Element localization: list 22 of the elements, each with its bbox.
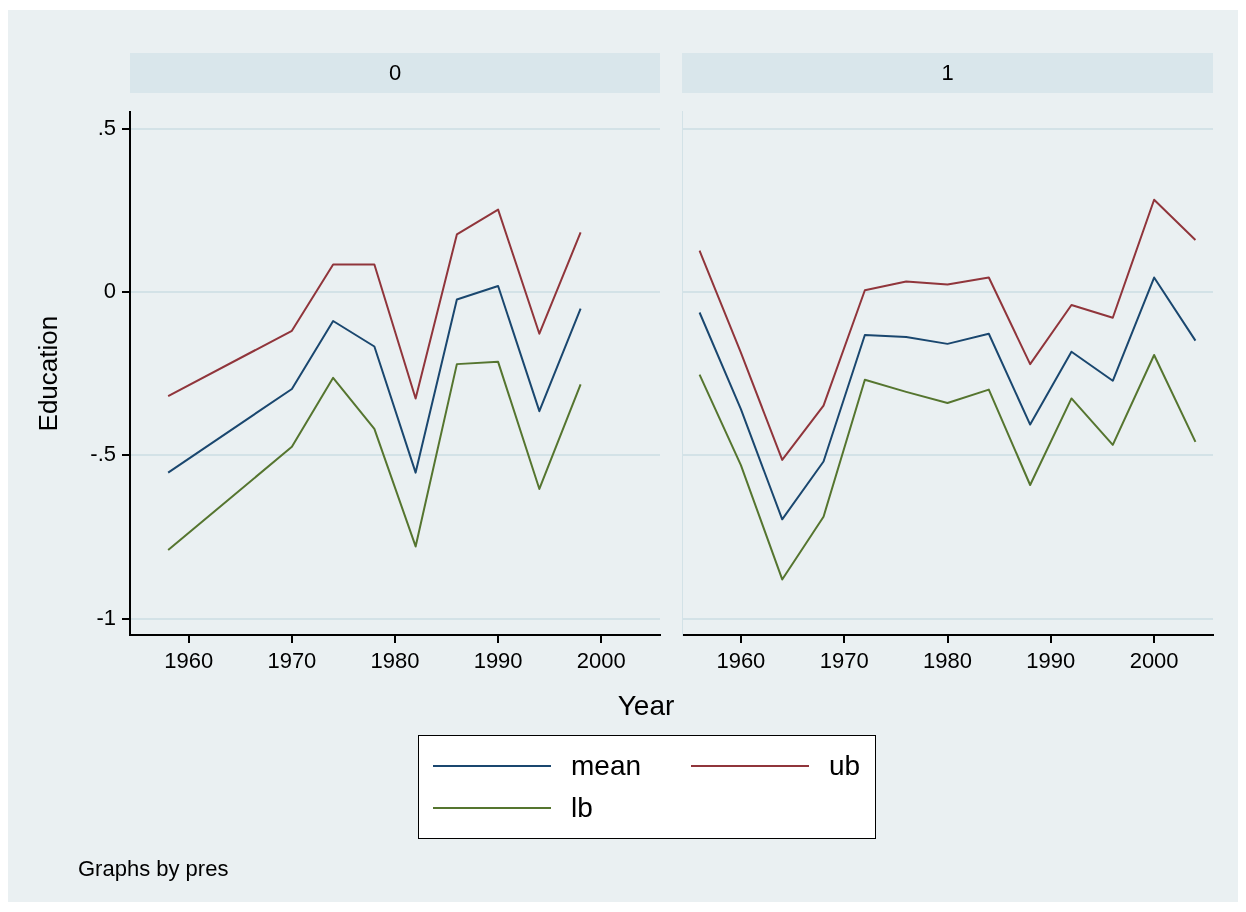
y-tick-label: 0 [103, 277, 116, 303]
x-axis-title: Year [616, 690, 676, 722]
y-tick-label: -.5 [90, 441, 116, 467]
x-tick-label: 2000 [576, 648, 626, 674]
chart-title: 1 [682, 53, 1213, 93]
x-tick-label: 1980 [370, 648, 420, 674]
x-tick-label: 2000 [1129, 648, 1179, 674]
x-tick-label: 1960 [164, 648, 214, 674]
y-tick-label: -1 [96, 604, 116, 630]
y-axis-title: Education [32, 315, 63, 432]
legend-label: mean [571, 750, 642, 782]
chart-title: 0 [130, 53, 660, 93]
x-tick-label: 1990 [1026, 648, 1076, 674]
legend-label: lb [571, 792, 593, 824]
x-tick-label: 1980 [923, 648, 972, 674]
x-tick-label: 1990 [473, 648, 523, 674]
y-tick-label: .5 [97, 114, 116, 140]
x-tick-label: 1970 [267, 648, 317, 674]
text: Graphs by pres [78, 856, 229, 882]
x-tick-label: 1970 [819, 648, 869, 674]
x-tick-label: 1960 [716, 648, 766, 674]
legend-label: ub [829, 750, 861, 782]
